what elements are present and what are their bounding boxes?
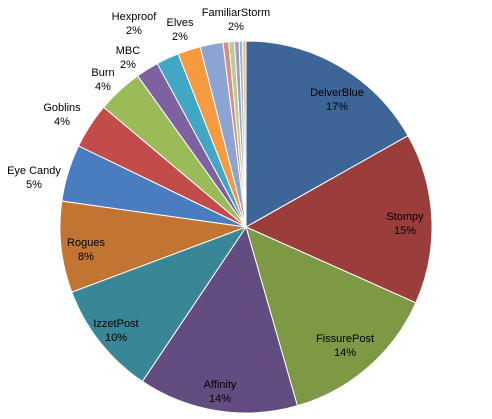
slice-label-eye-candy: Eye Candy 5% <box>7 165 61 191</box>
pie-slice-fissurepost <box>245 226 417 407</box>
slice-label-fissurepost: FissurePost 14% <box>316 333 374 359</box>
pie-labels: DelverBlue 17% Stompy 15% FissurePost 14% Affi… <box>7 7 424 405</box>
pie-slice-rogues <box>59 200 247 293</box>
pie-slice-other-17 <box>242 40 247 228</box>
slice-label-familiarstorm: FamiliarStorm 2% <box>202 7 270 33</box>
slice-label-rogues: Rogues 8% <box>67 237 105 263</box>
pie-slices <box>59 40 433 414</box>
slice-label-hexproof: Hexproof 2% <box>112 11 158 37</box>
slice-label-stompy: Stompy 15% <box>386 211 424 237</box>
slice-label-goblins: Goblins 4% <box>43 102 81 128</box>
pie-slice-affinity <box>141 225 299 414</box>
pie-slice-izzetpost <box>71 225 248 383</box>
pie-slice-delverblue <box>245 40 409 228</box>
slice-label-elves: Elves 2% <box>167 17 194 43</box>
slice-label-burn: Burn 4% <box>91 67 114 93</box>
slice-label-delverblue: DelverBlue 17% <box>310 87 364 113</box>
slice-label-mbc: MBC 2% <box>116 45 141 71</box>
pie-slice-stompy <box>244 134 433 304</box>
slice-label-affinity: Affinity 14% <box>204 379 237 405</box>
slice-label-izzetpost: IzzetPost 10% <box>93 318 138 344</box>
